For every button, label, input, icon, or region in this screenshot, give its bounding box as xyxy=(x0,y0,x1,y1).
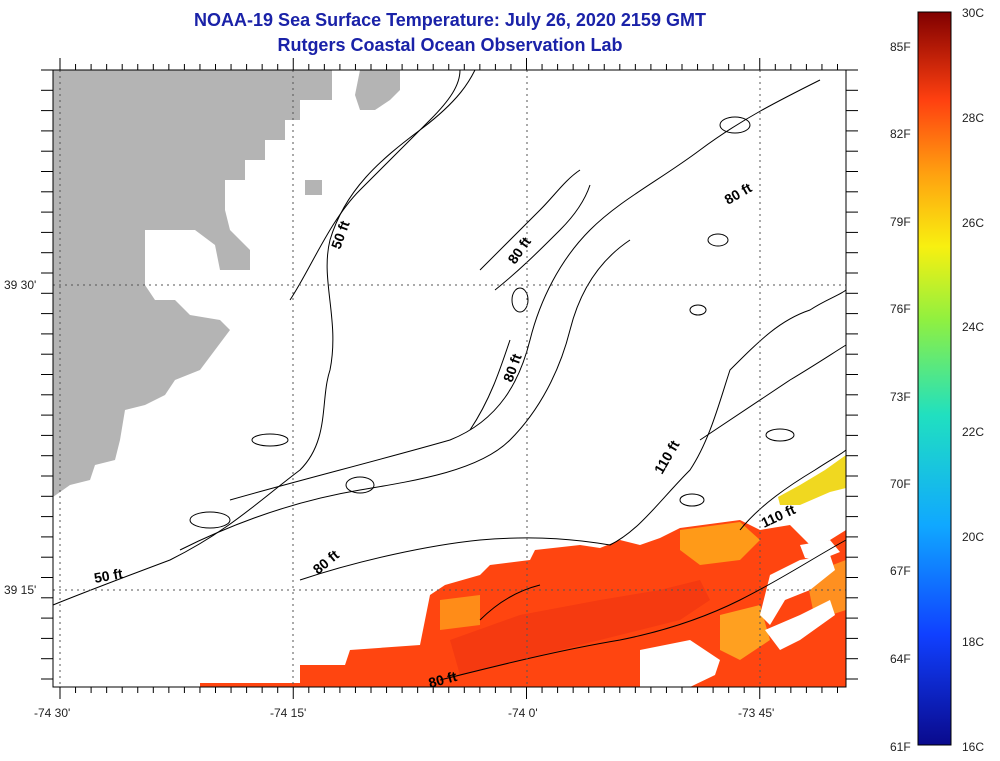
sst-orange-patch-1 xyxy=(440,595,480,630)
contour-label: 80 ft xyxy=(427,668,459,691)
nodata-gap-2 xyxy=(640,640,720,687)
colorbar-fahrenheit-label: 82F xyxy=(890,127,911,141)
grid-lines xyxy=(53,70,846,687)
colorbar-fahrenheit-label: 67F xyxy=(890,564,911,578)
sst-hot-core xyxy=(450,580,710,675)
sst-yellow-patch xyxy=(778,455,846,505)
depth-contours xyxy=(52,69,847,681)
colorbar-fahrenheit-label: 61F xyxy=(890,740,911,754)
map-subtitle: Rutgers Coastal Ocean Observation Lab xyxy=(277,35,623,55)
land-island-c xyxy=(305,180,322,195)
x-tick-label: -74 30' xyxy=(34,706,71,720)
colorbar xyxy=(917,11,952,746)
colorbar-celsius-label: 24C xyxy=(962,320,985,334)
colorbar-celsius-label: 26C xyxy=(962,216,985,230)
sst-orange-patch-2 xyxy=(680,522,760,565)
colorbar-celsius-label: 28C xyxy=(962,111,985,125)
colorbar-celsius-label: 30C xyxy=(962,6,985,20)
colorbar-fahrenheit-label: 76F xyxy=(890,302,911,316)
colorbar-celsius-label: 20C xyxy=(962,530,985,544)
x-tick-label: -73 45' xyxy=(738,706,775,720)
nodata-gap-3 xyxy=(765,600,835,650)
y-tick-label: 39 30' xyxy=(4,278,37,292)
colorbar-fahrenheit-label: 79F xyxy=(890,215,911,229)
y-tick-label: 39 15' xyxy=(4,583,37,597)
land-island-a xyxy=(355,70,400,110)
colorbar-fahrenheit-label: 70F xyxy=(890,477,911,491)
land-island-b xyxy=(90,330,165,400)
sst-orange-patch-3 xyxy=(720,605,770,660)
colorbar-celsius-label: 16C xyxy=(962,740,985,754)
colorbar-celsius-label: 22C xyxy=(962,425,985,439)
nodata-gap-4 xyxy=(800,540,840,560)
colorbar-celsius-label: 18C xyxy=(962,635,985,649)
colorbar-fahrenheit-label: 85F xyxy=(890,40,911,54)
map-title: NOAA-19 Sea Surface Temperature: July 26… xyxy=(194,10,706,30)
colorbar-fahrenheit-label: 73F xyxy=(890,390,911,404)
contour-label: 50 ft xyxy=(93,565,124,586)
colorbar-fahrenheit-label: 64F xyxy=(890,652,911,666)
x-tick-label: -74 0' xyxy=(508,706,538,720)
x-tick-label: -74 15' xyxy=(270,706,307,720)
axis-ticks xyxy=(41,58,858,699)
